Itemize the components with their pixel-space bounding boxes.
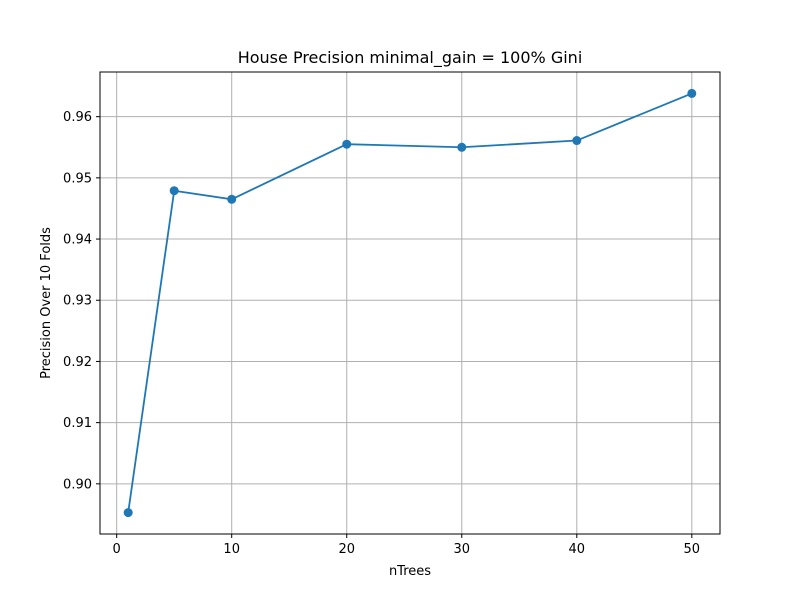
y-tick-label: 0.91 — [63, 416, 92, 431]
y-tick-label: 0.93 — [63, 294, 92, 309]
data-point — [572, 136, 582, 146]
y-tick-label: 0.94 — [63, 233, 92, 248]
series-line — [127, 92, 693, 513]
y-axis-label: Precision Over 10 Folds — [39, 227, 54, 379]
tick-layer: 0 10 20 30 40 50 0.90 0.91 0.92 0.93 0.94 0.95 0.96 — [63, 110, 700, 557]
x-axis-label: nTrees — [389, 564, 431, 579]
plot-frame — [99, 71, 721, 535]
data-point — [687, 88, 697, 98]
chart-title: House Precision minimal_gain = 100% Gini — [238, 48, 583, 68]
x-tick-label: 20 — [338, 542, 355, 557]
x-tick-label: 10 — [223, 542, 240, 557]
grid-layer — [100, 72, 720, 534]
data-point — [123, 508, 133, 518]
y-tick-label: 0.90 — [63, 477, 92, 492]
data-point — [342, 139, 352, 149]
x-tick-label: 0 — [113, 542, 121, 557]
y-tick-label: 0.92 — [63, 355, 92, 370]
data-point — [169, 186, 179, 196]
x-tick-label: 30 — [453, 542, 470, 557]
x-tick-label: 40 — [569, 542, 586, 557]
series-layer — [123, 88, 697, 518]
x-tick-label: 50 — [684, 542, 701, 557]
y-tick-label: 0.95 — [63, 171, 92, 186]
y-tick-label: 0.96 — [63, 110, 92, 125]
data-point — [227, 194, 237, 204]
data-point — [457, 142, 467, 152]
